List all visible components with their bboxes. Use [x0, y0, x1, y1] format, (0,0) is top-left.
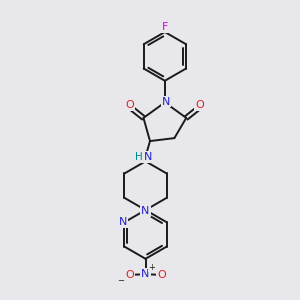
Text: O: O: [157, 270, 166, 280]
Text: H: H: [135, 152, 143, 162]
Text: N: N: [141, 269, 150, 279]
Text: N: N: [141, 206, 150, 216]
Text: F: F: [162, 22, 168, 32]
Text: O: O: [125, 270, 134, 280]
Text: +: +: [148, 263, 155, 272]
Text: N: N: [144, 152, 152, 162]
Text: N: N: [162, 97, 170, 106]
Text: −: −: [117, 276, 124, 285]
Text: O: O: [126, 100, 134, 110]
Text: N: N: [118, 217, 127, 226]
Text: O: O: [195, 100, 204, 110]
